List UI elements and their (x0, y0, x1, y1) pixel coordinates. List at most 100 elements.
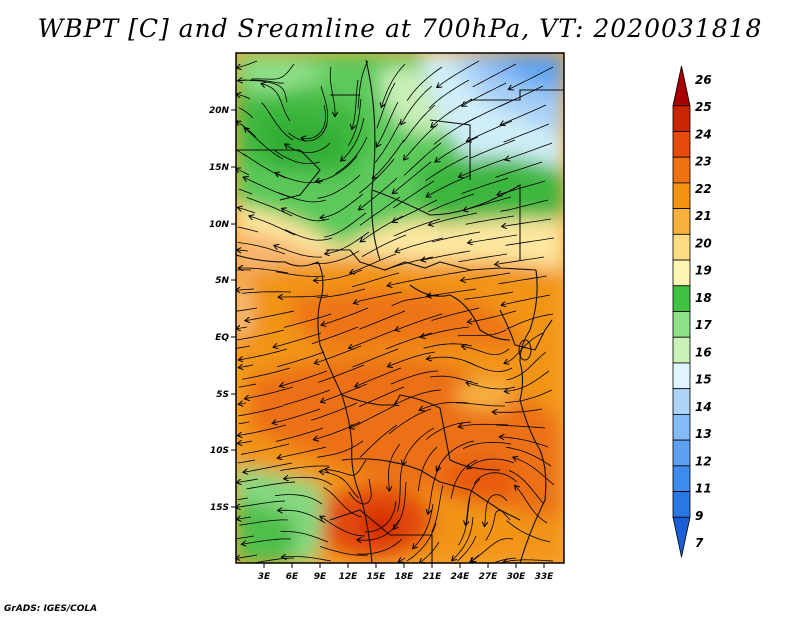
streamline (462, 441, 512, 449)
streamline (285, 477, 333, 486)
streamline (457, 535, 477, 562)
streamline (278, 446, 327, 458)
streamline (237, 94, 251, 100)
colorbar-segment (672, 285, 691, 312)
streamline (505, 370, 550, 391)
streamline (504, 389, 553, 403)
streamline (467, 120, 513, 141)
streamline (280, 465, 329, 471)
streamline (361, 215, 404, 241)
streamline (401, 85, 433, 124)
latitude-axis: 20N 15N 10N 5N EQ 5S 10S 15S (209, 106, 236, 513)
streamline (316, 155, 358, 181)
streamline (238, 421, 250, 425)
streamline (351, 253, 397, 273)
streamline (458, 497, 471, 546)
streamline (250, 216, 296, 236)
streamline (417, 446, 438, 492)
streamline (236, 345, 251, 349)
streamline (473, 472, 518, 484)
streamline (335, 136, 368, 174)
streamline (421, 326, 470, 337)
streamline (316, 288, 366, 299)
streamline (283, 389, 331, 406)
streamline (514, 458, 555, 486)
streamline (430, 212, 478, 225)
streamline (236, 535, 255, 540)
streamline (341, 117, 365, 160)
streamline (437, 440, 475, 470)
streamline (393, 199, 438, 222)
streamline (506, 313, 554, 330)
streamline (241, 443, 290, 455)
streamline (237, 478, 259, 483)
streamline (506, 520, 551, 543)
streamline (288, 123, 328, 142)
streamline (311, 326, 359, 345)
streamline (275, 427, 324, 442)
streamline (515, 486, 548, 524)
colorbar: 26 25 24 23 22 21 20 19 18 17 16 15 14 13 12 11 9 7 (672, 65, 712, 558)
colorbar-label: 9 (695, 509, 703, 523)
streamline (245, 128, 284, 160)
streamline (457, 329, 507, 337)
streamline (459, 424, 509, 426)
streamline (500, 199, 549, 212)
streamline (321, 517, 366, 537)
streamline (285, 229, 333, 241)
map-title: WBPT [C] and Sreamline at 700hPa, VT: 20… (37, 14, 763, 43)
streamline (246, 310, 295, 321)
streamline (280, 530, 329, 543)
streamline (428, 79, 470, 109)
colorbar-segment (672, 311, 691, 338)
streamline (282, 209, 330, 222)
streamline (238, 405, 284, 417)
lat-label: 20N (209, 106, 230, 116)
streamline (468, 310, 517, 322)
streamline (465, 215, 515, 225)
streamline (236, 307, 258, 312)
colorbar-label: 7 (695, 536, 704, 550)
streamline (392, 180, 435, 209)
streamline (438, 60, 480, 87)
streamline (373, 139, 405, 178)
colorbar-label: 23 (695, 155, 712, 169)
streamline (471, 554, 480, 562)
streamline (273, 408, 321, 423)
streamline (472, 63, 517, 88)
streamline (495, 161, 543, 178)
streamline (282, 557, 332, 562)
streamline (325, 459, 367, 476)
streamline (413, 503, 434, 548)
streamline (238, 424, 287, 436)
streamline (352, 79, 359, 129)
colorbar-label: 24 (695, 127, 712, 141)
streamline (377, 101, 399, 146)
colorbar-label: 25 (695, 100, 712, 114)
streamline (261, 102, 294, 141)
colorbar-segment (672, 156, 691, 184)
colorbar-label: 12 (695, 454, 712, 468)
streamline (402, 104, 436, 143)
streamline (242, 291, 292, 294)
streamline (458, 253, 508, 263)
streamline (505, 237, 555, 246)
streamline (319, 546, 369, 556)
streamline (422, 250, 471, 260)
colorbar-segment (672, 362, 691, 390)
lon-label: 12E (339, 572, 359, 582)
streamline (238, 441, 253, 443)
streamline (463, 82, 507, 106)
streamline (420, 541, 440, 563)
streamline (459, 158, 506, 177)
lat-label: EQ (215, 333, 229, 343)
streamline (428, 288, 477, 296)
streamline (348, 478, 372, 505)
colorbar-label: 26 (695, 73, 712, 87)
streamline (279, 510, 326, 524)
streamline (279, 295, 329, 297)
streamline (505, 332, 544, 363)
streamline (382, 63, 406, 107)
streamline (469, 234, 518, 243)
streamline (508, 470, 545, 505)
